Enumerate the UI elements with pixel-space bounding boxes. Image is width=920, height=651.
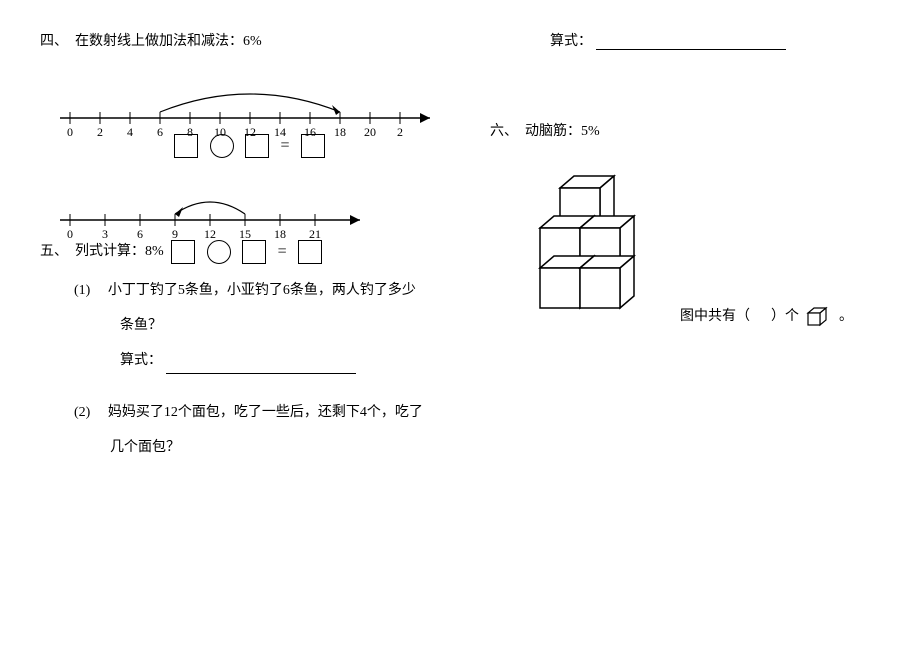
nl2-tick-5: 15 xyxy=(239,227,251,240)
q5-2-number: (2) xyxy=(74,405,90,420)
nl2-tick-0: 0 xyxy=(67,227,73,240)
q5-2-text-a: 妈妈买了12个面包，吃了一些后，还剩下4个，吃了 xyxy=(108,405,423,420)
section-4-heading: 四、 在数射线上做加法和减法：6% xyxy=(40,30,450,50)
cube-caption-a: 图中共有（ xyxy=(680,309,750,324)
eq2-result-box xyxy=(298,240,322,264)
eq2-operator-circle xyxy=(207,240,231,264)
number-line-1: 0 2 4 6 8 10 12 14 16 18 20 2 xyxy=(50,68,450,138)
section-5-heading: 五、 列式计算：8% xyxy=(40,244,164,259)
nl2-tick-1: 3 xyxy=(102,227,108,240)
number-line-2: 0 3 6 9 12 15 18 21 xyxy=(50,180,450,240)
nl2-tick-4: 12 xyxy=(204,227,216,240)
nl2-tick-6: 18 xyxy=(274,227,286,240)
eq2-operand-1-box xyxy=(171,240,195,264)
q5-1-answer-row: 算式： xyxy=(120,348,450,373)
right-expr-row: 算式： xyxy=(550,30,880,50)
nl1-tick-9: 18 xyxy=(334,125,346,138)
nl1-tick-11: 2 xyxy=(397,125,403,138)
q5-1-text-b: 条鱼？ xyxy=(120,318,162,333)
q5-1-text-a: 小丁丁钓了5条鱼，小亚钓了6条鱼，两人钓了多少 xyxy=(108,283,416,298)
eq1-operand-2-box xyxy=(245,134,269,158)
cube-figure xyxy=(520,158,880,328)
q5-2-text-b: 几个面包？ xyxy=(110,440,180,455)
eq1-operator-circle xyxy=(210,134,234,158)
nl1-tick-2: 4 xyxy=(127,125,133,138)
q5-1-text-b-row: 条鱼？ xyxy=(120,313,450,338)
q5-2: (2) 妈妈买了12个面包，吃了一些后，还剩下4个，吃了 xyxy=(74,400,450,425)
nl2-tick-2: 6 xyxy=(137,227,143,240)
page-root: 四、 在数射线上做加法和减法：6% xyxy=(0,0,920,651)
nl1-tick-3: 6 xyxy=(157,125,163,138)
right-answer-line xyxy=(596,35,786,50)
q5-2-text-b-row: 几个面包？ xyxy=(110,435,450,460)
q5-1-number: (1) xyxy=(74,283,90,298)
cube-caption-b: ）个 xyxy=(771,309,799,324)
eq2-equals-sign: = xyxy=(278,243,287,261)
cube-caption-period: 。 xyxy=(839,309,853,324)
eq1-operand-1-box xyxy=(174,134,198,158)
section-5-row: 五、 列式计算：8% = xyxy=(40,240,450,264)
nl1-tick-0: 0 xyxy=(67,125,73,138)
cube-caption: 图中共有（ ）个 。 xyxy=(680,305,853,328)
left-column: 四、 在数射线上做加法和减法：6% xyxy=(40,30,470,621)
eq1-result-box xyxy=(301,134,325,158)
q5-1-answer-line xyxy=(166,359,356,374)
small-cube-icon xyxy=(805,306,829,328)
right-column: 算式： 六、 动脑筋：5% xyxy=(470,30,880,621)
nl2-tick-3: 9 xyxy=(172,227,178,240)
nl2-tick-7: 21 xyxy=(309,227,321,240)
right-expr-label: 算式： xyxy=(550,34,592,49)
q5-1: (1) 小丁丁钓了5条鱼，小亚钓了6条鱼，两人钓了多少 xyxy=(74,278,450,303)
eq1-equals-sign: = xyxy=(281,137,290,155)
nl1-tick-1: 2 xyxy=(97,125,103,138)
eq2-operand-2-box xyxy=(242,240,266,264)
nl1-tick-10: 20 xyxy=(364,125,376,138)
section-6-heading: 六、 动脑筋：5% xyxy=(490,120,880,140)
q5-1-expr-label: 算式： xyxy=(120,353,162,368)
